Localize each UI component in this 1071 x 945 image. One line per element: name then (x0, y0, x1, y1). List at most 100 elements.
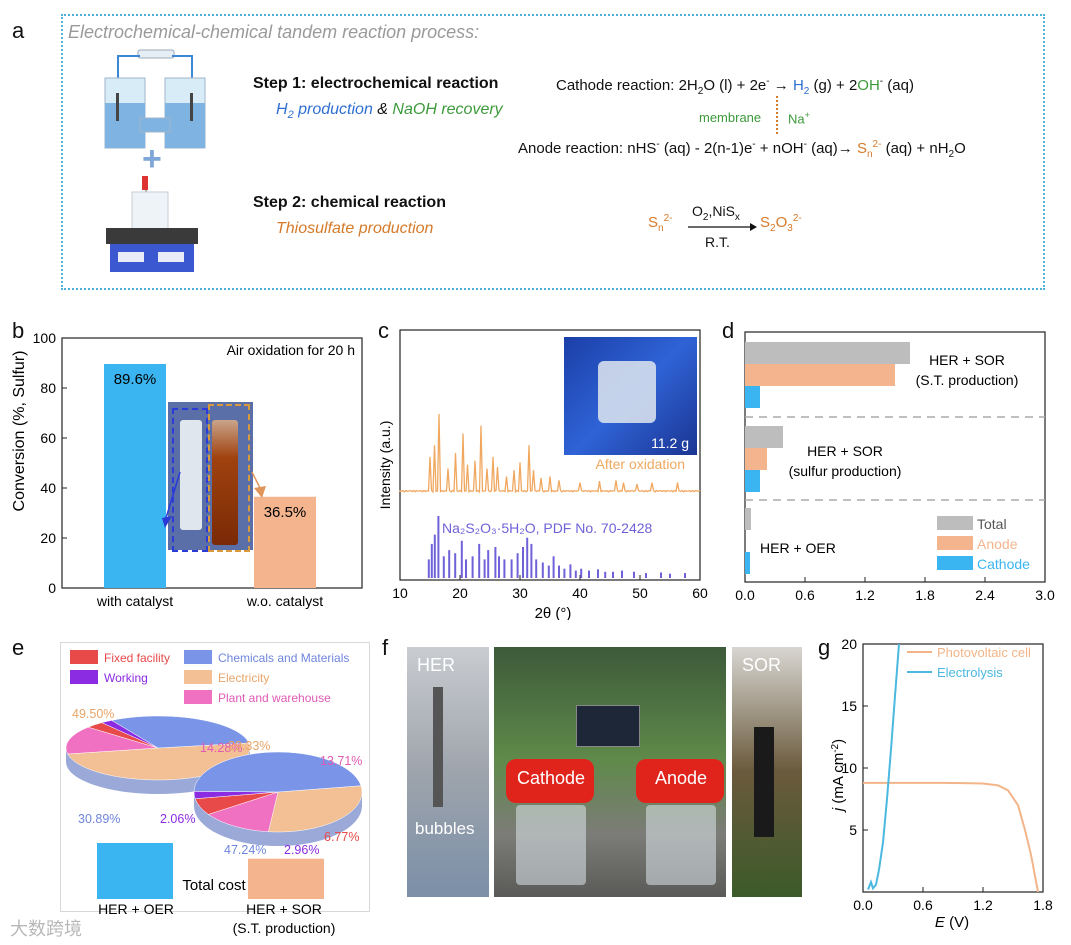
her-photo: HER bubbles (407, 647, 489, 897)
d-bar (745, 508, 751, 530)
membrane-line (776, 96, 778, 134)
label-reference-pattern: Na₂S₂O₃·5H₂O, PDF No. 70-2428 (442, 520, 653, 536)
d-bar (745, 426, 783, 448)
step2-product: S2O32- (760, 213, 802, 234)
her-label: HER (417, 655, 456, 675)
e-legend-label: Chemicals and Materials (218, 651, 349, 665)
g-ytick-label: 5 (849, 822, 857, 838)
g-xtick-label: 0.0 (853, 897, 873, 913)
d-legend-label: Anode (977, 536, 1018, 552)
d-bar (745, 448, 767, 470)
e-xlabel-2-line2: (S.T. production) (233, 920, 336, 936)
panel-d-chart: HER + SOR (S.T. production) HER + SOR (s… (735, 331, 1055, 603)
vial-arrows (162, 471, 266, 528)
b-data-label: 36.5% (264, 504, 307, 521)
group1-label-line1: HER + SOR (929, 352, 1005, 368)
e-pie-pct-label: 30.89% (78, 812, 120, 826)
step1-subtitle: H2 production & NaOH recovery (276, 101, 503, 122)
g-ytick-label: 20 (841, 636, 857, 652)
e-total-cost-bar (248, 858, 324, 899)
product-bag (598, 361, 656, 423)
label-after-oxidation: After oxidation (596, 456, 686, 472)
total-cost-label: Total cost (182, 877, 246, 894)
panel-label-c: c (378, 318, 389, 343)
e-pie-pct-label: 47.24% (224, 843, 266, 857)
panel-b-chart: 0 20 40 60 80 100 89.6% with catalyst 36.5% w.o. … (11, 330, 363, 609)
product-mass: 11.2 g (651, 435, 689, 451)
watermark: 大数跨境 (10, 919, 82, 939)
c-series-after-oxidation (399, 413, 701, 494)
panel-g-chart: j (mA cm-2) E (V) 0.0 0.6 1.2 1.8 5 10 15 20 Pho… (830, 636, 1053, 930)
panel-label-b: b (12, 318, 25, 343)
cathode-label: Cathode (516, 768, 586, 788)
g-series-line (863, 781, 1039, 893)
g-xtick-label: 1.2 (973, 897, 993, 913)
d-xtick-label: 2.4 (975, 587, 995, 603)
vials-photo (168, 402, 253, 552)
solar-panel (576, 705, 640, 747)
step2-conditions-top: O2,NiSx (692, 203, 740, 223)
panel-label-d: d (722, 318, 735, 343)
plus-icon: + (142, 140, 162, 178)
g-ytick-label: 10 (841, 760, 857, 776)
sor-photo: SOR (732, 647, 802, 897)
b-xtick-label: with catalyst (96, 593, 173, 609)
g-legend-label: Photovoltaic cell (937, 645, 1031, 660)
panel-a-title: Electrochemical-chemical tandem reaction… (68, 22, 480, 42)
electrolysis-cell-illustration (104, 49, 206, 149)
anode-label: Anode (654, 768, 708, 788)
c-xtick-label: 60 (692, 585, 708, 601)
e-total-cost-bar (97, 843, 173, 899)
c-xtick-label: 10 (392, 585, 408, 601)
bubbles-label: bubbles (415, 819, 475, 838)
e-pie-slice (268, 785, 363, 833)
cathode-equation: Cathode reaction: 2H2O (l) + 2e- → H2 (g… (556, 76, 914, 97)
panel-g-xlabel: E (V) (935, 914, 969, 930)
group2-label-line2: (sulfur production) (789, 463, 902, 479)
b-bar (254, 496, 316, 588)
d-xtick-label: 1.8 (915, 587, 935, 603)
sor-label: SOR (742, 655, 782, 675)
c-xtick-label: 30 (512, 585, 528, 601)
b-xtick-label: w.o. catalyst (246, 593, 323, 609)
b-bar (104, 364, 166, 588)
d-xtick-label: 1.2 (855, 587, 875, 603)
stirrer-illustration (106, 176, 198, 272)
cathode-vessel (516, 805, 586, 885)
e-legend-label: Fixed facility (104, 651, 170, 665)
d-bar (745, 386, 760, 408)
membrane-label: membrane (699, 110, 762, 125)
vial-brown (212, 420, 238, 545)
c-plot-frame (399, 329, 701, 581)
step2-title: Step 2: chemical reaction (253, 194, 446, 211)
g-legend-label: Electrolysis (937, 665, 1003, 680)
d-bar (745, 342, 910, 364)
e-pie-slice (111, 715, 250, 749)
product-photo: 11.2 g (564, 337, 697, 455)
e-pie-pct-label: 2.96% (284, 843, 319, 857)
panel-b-annotation: Air oxidation for 20 h (227, 342, 355, 358)
e-pie-pct-label: 6.77% (324, 830, 359, 844)
d-legend-label: Cathode (977, 556, 1030, 572)
d-xtick-label: 0.0 (735, 587, 755, 603)
d-bar (745, 364, 895, 386)
e-legend-swatch (184, 670, 212, 684)
anode-vessel (646, 805, 716, 885)
d-bar (745, 470, 760, 492)
reaction-arrow (688, 223, 757, 231)
panel-e-frame (60, 642, 370, 912)
g-xtick-label: 0.6 (913, 897, 933, 913)
e-legend-label: Plant and warehouse (218, 691, 331, 705)
panel-c-xlabel: 2θ (°) (535, 605, 572, 620)
e-pie-slice (207, 791, 279, 832)
panel-c-ylabel: Intensity (a.u.) (377, 421, 393, 510)
g-ytick-label: 15 (841, 698, 857, 714)
group3-label: HER + OER (760, 540, 836, 556)
d-legend-swatch (937, 556, 973, 570)
panel-label-g: g (818, 635, 831, 660)
e-pie-slice (193, 751, 362, 793)
b-ytick-label: 80 (40, 380, 56, 396)
e-pie-slice (65, 726, 159, 755)
sodium-ion-label: Na+ (788, 110, 810, 127)
step2-conditions-bottom: R.T. (705, 234, 730, 250)
